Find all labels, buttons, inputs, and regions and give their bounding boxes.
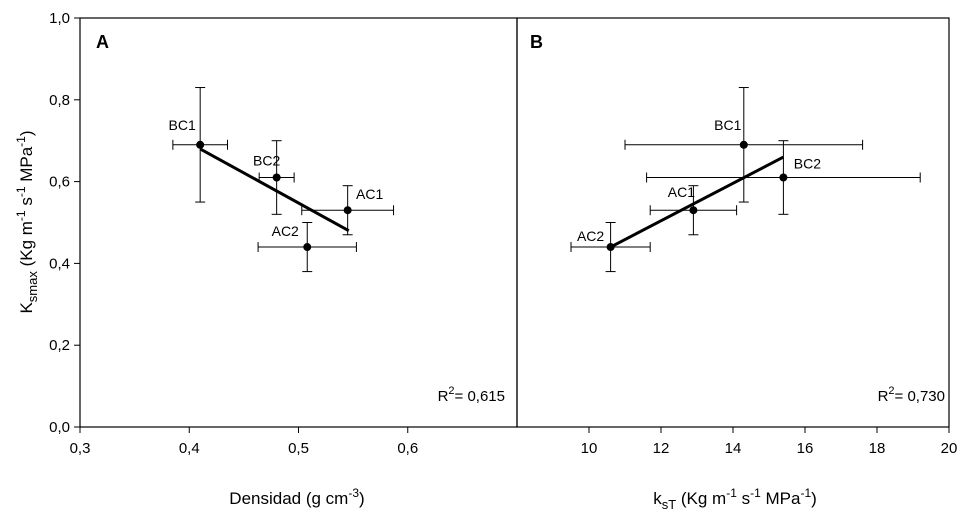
- data-point-ac1: AC1: [301, 185, 395, 236]
- data-point-bc1: BC1: [624, 87, 864, 203]
- y-tick-label: 0,0: [49, 419, 70, 436]
- panel-a: A R2= 0,615 BC1 BC2 AC1 AC2 0,3 0,4 0,5 0,6 0,…: [49, 10, 518, 457]
- panel-b-x-axis-title: ksT (Kg m-1 s-1 MPa-1): [653, 486, 817, 512]
- x-tick-label: 16: [797, 440, 814, 457]
- data-point-bc2: BC2: [646, 140, 921, 215]
- panel-a-marks: BC1 BC2 AC1 AC2: [169, 87, 395, 273]
- panel-a-x-axis-title: Densidad (g cm-3): [229, 486, 364, 508]
- y-tick-label: 0,2: [49, 337, 70, 354]
- panel-b-r2: R2= 0,730: [878, 385, 945, 405]
- point-label: AC1: [668, 184, 695, 200]
- x-tick-label: 12: [653, 440, 670, 457]
- x-tick-label: 20: [941, 440, 958, 457]
- regression-line: [199, 147, 350, 232]
- panel-b-marks: BC1 BC2 AC1 AC2: [570, 87, 921, 273]
- point-marker: [196, 140, 205, 149]
- point-label: BC2: [253, 153, 280, 169]
- panel-a-r2: R2= 0,615: [438, 385, 505, 405]
- point-marker: [303, 243, 312, 252]
- x-tick-label: 14: [725, 440, 742, 457]
- panel-b-x-ticks: 10 12 14 16 18 20: [581, 427, 958, 457]
- x-tick-label: 0,4: [179, 440, 200, 457]
- point-label: BC1: [714, 117, 741, 133]
- panel-a-letter: A: [96, 32, 109, 52]
- panel-b-letter: B: [530, 32, 543, 52]
- data-point-bc2: BC2: [253, 140, 295, 215]
- x-tick-label: 0,3: [70, 440, 91, 457]
- point-marker: [739, 140, 748, 149]
- point-label: AC1: [356, 186, 383, 202]
- point-label: AC2: [272, 223, 299, 239]
- point-marker: [779, 173, 788, 182]
- x-tick-label: 0,6: [397, 440, 418, 457]
- x-tick-label: 0,5: [288, 440, 309, 457]
- point-marker: [343, 206, 352, 215]
- point-marker: [606, 243, 615, 252]
- panel-b-frame: [516, 17, 950, 428]
- data-point-ac2: AC2: [257, 222, 357, 273]
- point-marker: [272, 173, 281, 182]
- y-tick-label: 0,8: [49, 92, 70, 109]
- panel-b: B R2= 0,730 BC1 BC2 AC1 AC2 10 12 14 16 18 20: [516, 17, 958, 457]
- point-label: BC2: [794, 156, 821, 172]
- point-marker: [689, 206, 698, 215]
- panel-a-y-ticks: 0,0 0,2 0,4 0,6 0,8 1,0: [49, 10, 80, 436]
- x-tick-label: 18: [869, 440, 886, 457]
- data-point-ac2: AC2: [570, 222, 651, 273]
- regression-line: [609, 155, 785, 249]
- y-tick-label: 0,4: [49, 255, 70, 272]
- panel-a-x-ticks: 0,3 0,4 0,5 0,6: [70, 427, 418, 457]
- point-label: BC1: [169, 117, 196, 133]
- y-axis-title: Ksmax (Kg m-1 s-1 MPa-1): [14, 130, 40, 313]
- point-label: AC2: [577, 228, 604, 244]
- x-tick-label: 10: [581, 440, 598, 457]
- data-point-bc1: BC1: [169, 87, 228, 203]
- data-point-ac1: AC1: [649, 184, 738, 236]
- y-tick-label: 0,6: [49, 174, 70, 191]
- y-tick-label: 1,0: [49, 10, 70, 27]
